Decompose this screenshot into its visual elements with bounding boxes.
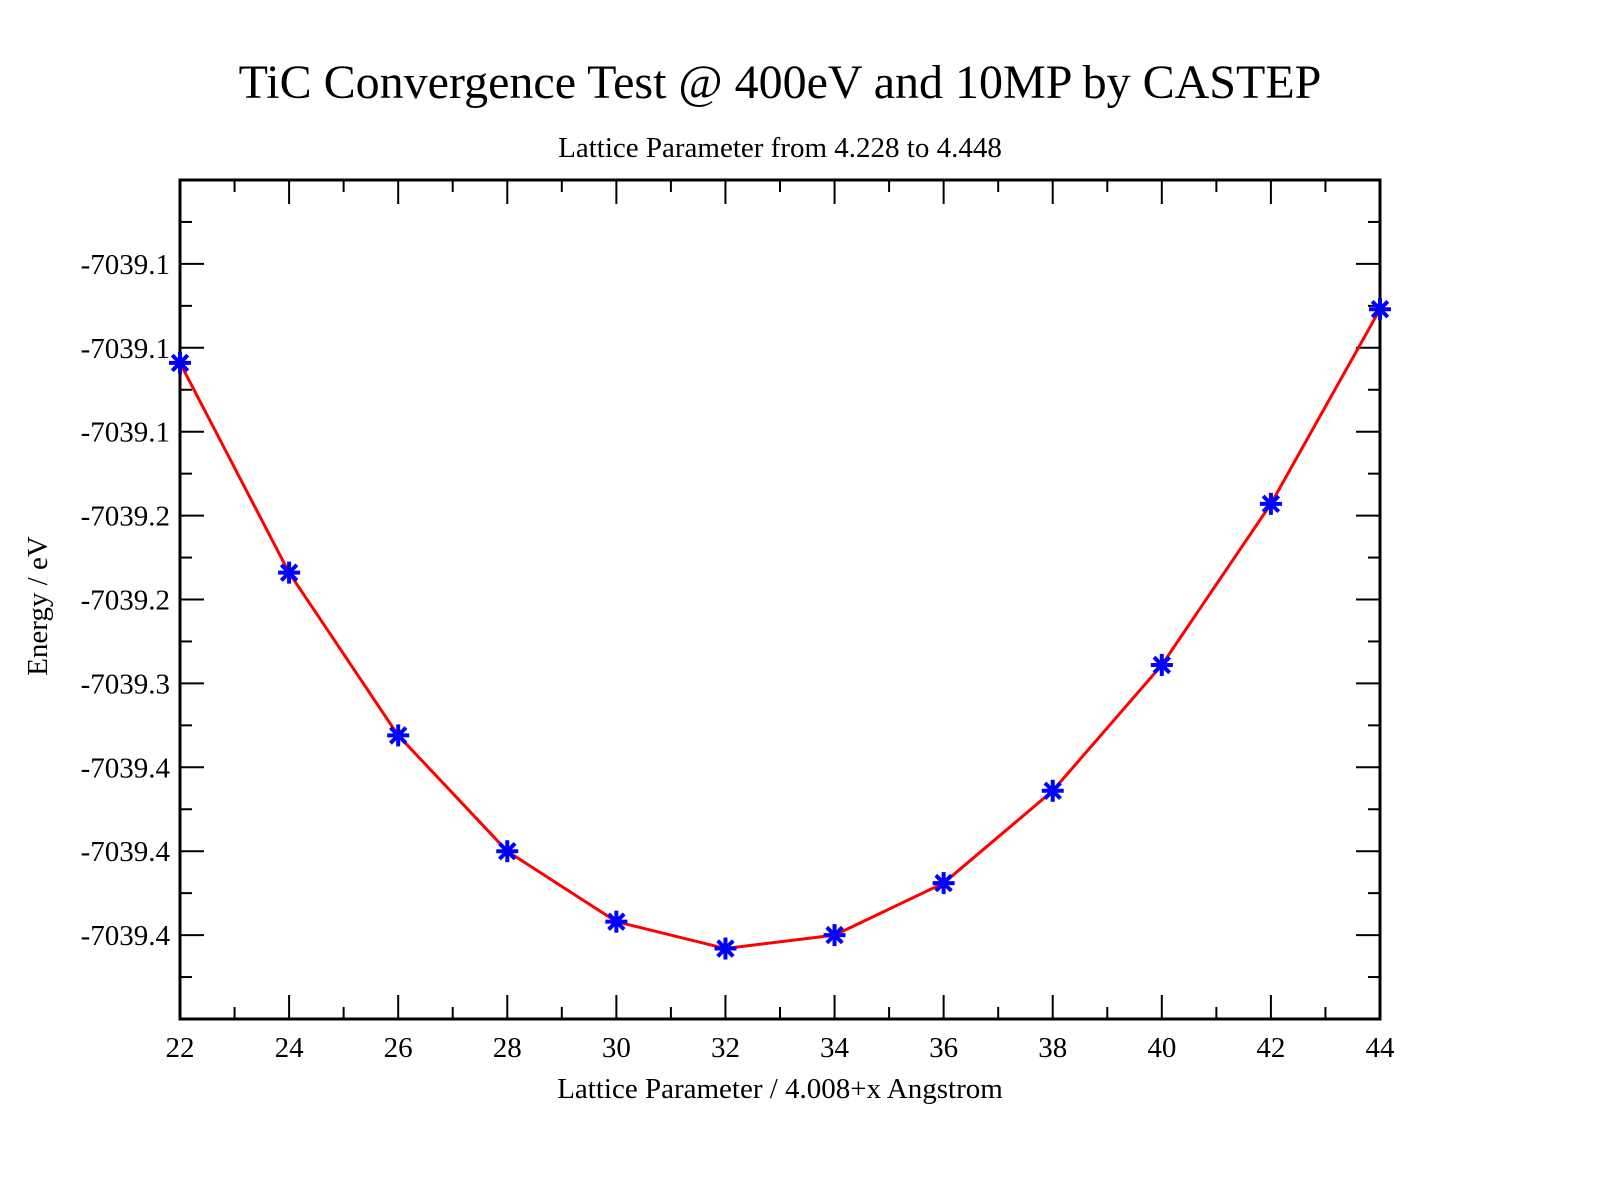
data-point-marker [932,872,955,895]
x-tick-label: 30 [602,1032,631,1064]
x-tick-label: 40 [1147,1032,1176,1064]
y-tick-label: -7039.4 [81,920,171,952]
data-point-marker [1369,298,1391,321]
data-point-marker [714,937,737,960]
y-tick-label: -7039.4 [81,836,171,868]
chart-subtitle: Lattice Parameter from 4.228 to 4.448 [558,132,1002,164]
data-point-marker [1150,653,1173,676]
x-tick-label: 34 [820,1032,850,1064]
y-tick-label: -7039.2 [81,501,170,533]
y-tick-label: -7039.2 [81,585,170,617]
data-point-marker [387,724,410,747]
y-tick-label: -7039.1 [81,417,170,449]
plot-frame [178,178,1382,1021]
y-axis-label: Energy / eV [22,536,54,676]
x-tick-label: 36 [929,1032,958,1064]
y-tick-label: -7039.1 [81,249,170,281]
y-tick-label: -7039.1 [81,333,170,365]
series-group [169,298,1391,960]
y-tick-label: -7039.4 [81,752,171,784]
x-tick-label: 38 [1038,1032,1067,1064]
x-tick-label: 44 [1366,1032,1396,1064]
axis-ticks [179,180,1381,1019]
x-tick-label: 42 [1256,1032,1285,1064]
data-point-marker [278,561,301,584]
chart-title: TiC Convergence Test @ 400eV and 10MP by… [239,56,1322,109]
x-axis-label: Lattice Parameter / 4.008+x Angstrom [557,1073,1003,1105]
y-tick-label: -7039.3 [81,668,170,700]
data-point-marker [169,351,191,374]
x-tick-label: 28 [493,1032,522,1064]
x-tick-label: 24 [275,1032,305,1064]
data-point-marker [496,840,519,863]
data-point-marker [1041,779,1064,802]
x-tick-label: 22 [166,1032,195,1064]
x-tick-label: 32 [711,1032,740,1064]
data-point-marker [605,910,628,933]
tick-labels: 22 24 26 28 30 32 34 36 38 40 42 44 -7039.1 -7039.1 -7… [81,249,1395,1064]
series-line [178,308,1382,951]
x-tick-label: 26 [384,1032,413,1064]
data-point-marker [823,924,846,947]
data-point-marker [1259,492,1282,515]
